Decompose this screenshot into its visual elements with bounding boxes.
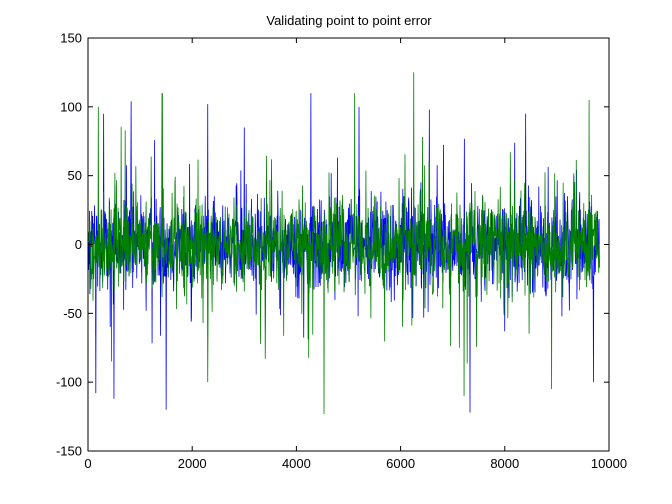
y-tick-label: 150 (60, 31, 82, 46)
x-tick-label: 4000 (282, 456, 311, 471)
y-tick-label: -150 (56, 444, 82, 459)
x-tick-label: 6000 (386, 456, 415, 471)
y-tick-label: 50 (68, 168, 82, 183)
y-tick-label: -50 (63, 306, 82, 321)
x-tick-label: 0 (84, 456, 91, 471)
series-line-1 (87, 72, 600, 414)
series-layer (87, 72, 600, 414)
y-tick-label: 100 (60, 99, 82, 114)
y-tick-label: -100 (56, 375, 82, 390)
x-tick-label: 2000 (178, 456, 207, 471)
y-tick-label: 0 (75, 237, 82, 252)
x-tick-label: 8000 (490, 456, 519, 471)
x-tick-label: 10000 (591, 456, 627, 471)
ticks-layer: 0 2000 4000 6000 8000 10000 -150 -100 -50 0 50 100 1… (56, 31, 627, 472)
chart-title: Validating point to point error (266, 13, 432, 28)
